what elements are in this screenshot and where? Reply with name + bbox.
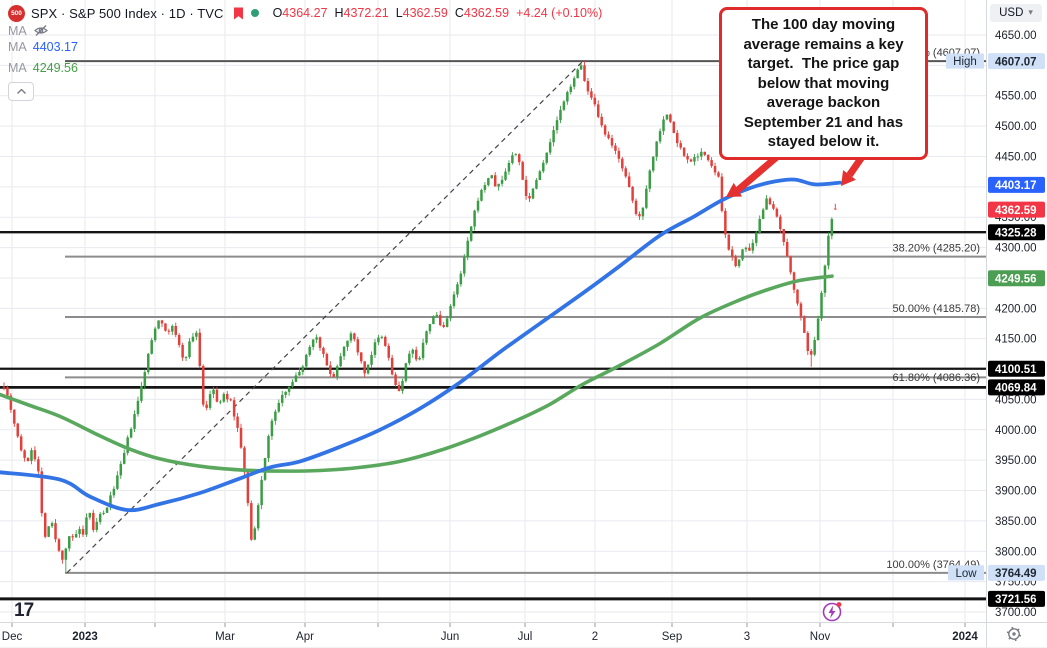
svg-text:3950.00: 3950.00 <box>995 455 1037 467</box>
svg-text:4300.00: 4300.00 <box>995 243 1037 255</box>
price-axis-special-labels: 4607.07 4403.17 4362.59 4325.28 4249.56 4100.… <box>988 53 1045 607</box>
svg-text:4050.00: 4050.00 <box>995 394 1037 406</box>
collapse-legend-button[interactable] <box>8 82 34 101</box>
svg-text:4500.00: 4500.00 <box>995 121 1037 133</box>
svg-text:38.20% (4285.20): 38.20% (4285.20) <box>893 243 980 255</box>
sp500-logo: 500 <box>8 4 25 22</box>
svg-text:4607.07: 4607.07 <box>995 56 1037 68</box>
currency-label: USD <box>999 7 1024 19</box>
eye-off-icon[interactable] <box>33 24 49 37</box>
open-value: 4364.27 <box>282 6 328 20</box>
price-axis[interactable] <box>987 0 1047 648</box>
bookmark-flag-icon[interactable] <box>233 7 244 20</box>
chevron-down-icon: ▾ <box>1028 6 1033 17</box>
price-label-4325.28: 4325.28 <box>988 224 1045 241</box>
ma2-value: 4249.56 <box>32 60 78 75</box>
annotation-line: target. The price gap <box>747 55 900 72</box>
ma2-label: MA <box>8 60 27 75</box>
annotation-line: below that moving <box>757 74 890 92</box>
annotation-line: average remains a key <box>743 35 904 53</box>
high-value: 4372.21 <box>343 6 389 20</box>
symbol-legend: 500 SPX · S&P 500 Index · 1D · TVC O4364… <box>8 4 609 101</box>
indicator-row-hidden[interactable]: MA <box>8 23 609 38</box>
close-value: 4362.59 <box>463 6 510 20</box>
annotation-text: The 100 day moving average remains a key t… <box>729 15 918 152</box>
symbol-title[interactable]: SPX · S&P 500 Index · 1D · TVC <box>31 5 224 21</box>
svg-text:4000.00: 4000.00 <box>995 425 1037 437</box>
svg-text:4362.59: 4362.59 <box>995 205 1037 217</box>
support-lines <box>0 231 986 601</box>
annotation-callout[interactable]: The 100 day moving average remains a key t… <box>719 7 928 160</box>
svg-text:3721.56: 3721.56 <box>995 594 1037 606</box>
svg-text:3850.00: 3850.00 <box>995 516 1037 528</box>
svg-text:Sep: Sep <box>662 631 682 643</box>
ma-hidden-label: MA <box>8 23 27 38</box>
svg-text:2: 2 <box>592 631 598 643</box>
svg-text:4450.00: 4450.00 <box>995 151 1037 163</box>
ma1-value: 4403.17 <box>32 39 78 54</box>
tradingview-logo[interactable]: 17 <box>14 600 35 621</box>
svg-text:4200.00: 4200.00 <box>995 303 1037 315</box>
svg-text:Jun: Jun <box>441 631 460 643</box>
time-tick-labels: Dec 2023 Mar Apr Jun Jul 2 Sep 3 Nov 2024 <box>2 623 978 643</box>
svg-text:4325.28: 4325.28 <box>995 227 1037 239</box>
svg-text:4249.56: 4249.56 <box>995 273 1037 285</box>
indicator-row-ma-green[interactable]: MA 4249.56 <box>8 60 609 75</box>
indicator-row-ma-blue[interactable]: MA 4403.17 <box>8 39 609 54</box>
svg-text:Apr: Apr <box>296 631 314 643</box>
symbol-row[interactable]: 500 SPX · S&P 500 Index · 1D · TVC O4364… <box>8 4 609 22</box>
low-value: 4362.59 <box>402 6 448 20</box>
svg-text:4550.00: 4550.00 <box>995 91 1037 103</box>
svg-text:Dec: Dec <box>2 631 23 643</box>
price-label-4069.84: 4069.84 <box>988 379 1045 396</box>
gear-icon[interactable] <box>1006 626 1022 642</box>
market-status-icon <box>250 9 259 17</box>
price-label-3721.56: 3721.56 <box>988 590 1045 607</box>
svg-text:3764.49: 3764.49 <box>995 568 1037 580</box>
trendline[interactable] <box>66 60 584 574</box>
svg-text:61.80% (4086.36): 61.80% (4086.36) <box>893 372 980 384</box>
svg-text:4650.00: 4650.00 <box>995 30 1037 42</box>
svg-text:3900.00: 3900.00 <box>995 486 1037 498</box>
svg-text:2024: 2024 <box>952 631 978 643</box>
svg-text:3700.00: 3700.00 <box>995 607 1037 619</box>
ma-blue-100-line[interactable] <box>0 177 842 513</box>
change-value: +4.24 (+0.10%) <box>516 6 603 20</box>
svg-text:Mar: Mar <box>215 631 235 643</box>
svg-text:4100.51: 4100.51 <box>995 364 1037 376</box>
svg-text:2023: 2023 <box>72 631 98 643</box>
ma-green-200-line[interactable] <box>0 274 834 473</box>
price-label-4249.56: 4249.56 <box>988 270 1045 287</box>
annotation-line: stayed below it. <box>767 133 880 150</box>
price-label-3764.49: 3764.49 <box>988 564 1045 581</box>
annotation-line: September 21 and has <box>743 113 904 131</box>
svg-text:4403.17: 4403.17 <box>995 180 1037 192</box>
price-label-4362.59: 4362.59 <box>988 201 1045 218</box>
svg-text:4150.00: 4150.00 <box>995 334 1037 346</box>
annotation-line: average backon <box>766 94 881 111</box>
high-marker: High <box>946 53 984 69</box>
price-label-4100.51: 4100.51 <box>988 360 1045 377</box>
ohlc-values: O4364.27 H4372.21 L4362.59 C4362.59 +4.24 (+… <box>272 6 603 20</box>
svg-text:Jul: Jul <box>518 631 533 643</box>
candles[interactable] <box>2 61 837 573</box>
annotation-line: The 100 day moving <box>751 16 896 33</box>
events-lightning-icon[interactable] <box>822 602 842 622</box>
ma1-label: MA <box>8 39 27 54</box>
svg-text:3: 3 <box>744 631 750 643</box>
svg-text:Nov: Nov <box>810 631 831 643</box>
price-label-4403.17: 4403.17 <box>988 176 1045 193</box>
svg-text:4069.84: 4069.84 <box>995 383 1037 395</box>
currency-selector[interactable]: USD ▾ <box>990 4 1042 22</box>
low-marker: Low <box>948 565 984 581</box>
svg-text:50.00% (4185.78): 50.00% (4185.78) <box>893 303 980 315</box>
time-axis[interactable] <box>0 622 1047 648</box>
svg-text:3800.00: 3800.00 <box>995 546 1037 558</box>
svg-text:Low: Low <box>955 568 977 580</box>
price-label-4607.07: 4607.07 <box>988 53 1045 70</box>
svg-text:High: High <box>953 56 977 68</box>
